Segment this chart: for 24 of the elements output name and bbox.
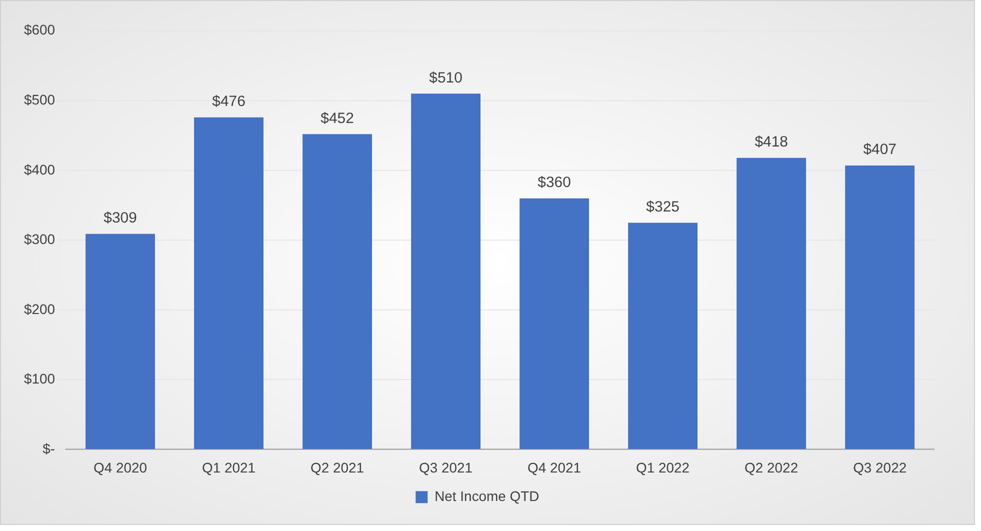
y-tick-label: $100	[24, 370, 56, 387]
x-tick-label: Q4 2021	[528, 460, 582, 476]
data-label: $360	[538, 174, 571, 192]
data-label: $452	[320, 110, 354, 127]
x-tick-label: Q3 2021	[419, 460, 473, 476]
y-tick-label: $-	[42, 440, 56, 456]
data-label: $476	[212, 93, 246, 110]
x-tick-label: Q3 2022	[853, 460, 907, 476]
x-tick-label: Q2 2022	[744, 460, 798, 476]
data-label: $510	[429, 69, 462, 86]
x-tick-label: Q2 2021	[310, 460, 364, 476]
x-tick-label: Q1 2022	[636, 460, 690, 476]
y-tick-label: $400	[24, 161, 56, 178]
data-label: $407	[863, 141, 896, 158]
x-tick-label: Q4 2020	[94, 460, 148, 476]
data-label: $309	[104, 210, 137, 227]
data-label: $325	[646, 198, 680, 216]
y-tick-label: $500	[24, 92, 56, 108]
x-tick-label: Q1 2021	[202, 460, 256, 476]
y-tick-label: $200	[24, 300, 56, 317]
y-tick-label: $600	[24, 22, 56, 38]
y-tick-label: $300	[24, 231, 56, 248]
legend-label: Net Income QTD	[434, 488, 540, 504]
data-label: $418	[754, 134, 788, 151]
